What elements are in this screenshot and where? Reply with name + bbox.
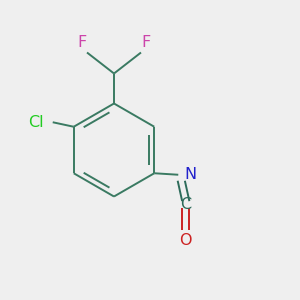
Text: F: F (141, 35, 150, 50)
Text: O: O (179, 233, 192, 248)
Text: Cl: Cl (28, 115, 44, 130)
Text: F: F (77, 35, 86, 50)
Text: N: N (185, 167, 197, 182)
Text: C: C (180, 197, 191, 212)
